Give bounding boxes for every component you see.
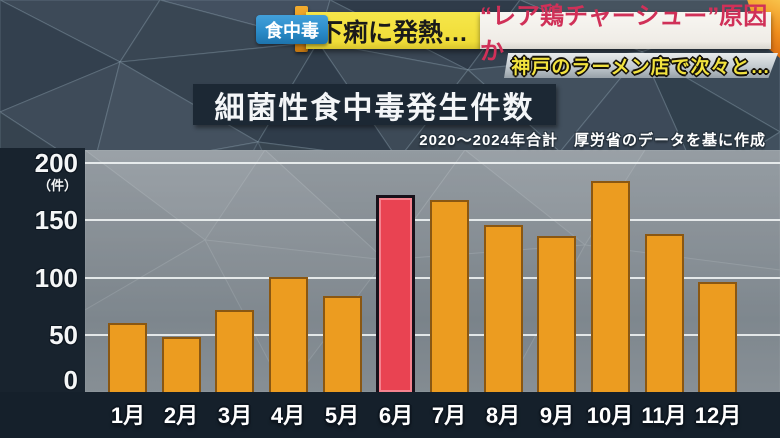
- headline-primary-text: 下痢に発熱…: [317, 18, 468, 47]
- y-tick-200: 200: [34, 148, 78, 178]
- chart-title: 細菌性食中毒発生件数: [193, 84, 556, 125]
- x-axis-panel: 1月 2月 3月 4月 5月 6月 7月 8月 9月 10月 11月 12月: [0, 392, 780, 438]
- y-axis-labels: 0 50 100 150 200 （件）: [0, 148, 81, 395]
- y-tick-0: 0: [63, 365, 78, 395]
- bar-8月: [484, 225, 523, 392]
- chart-title-text: 細菌性食中毒発生件数: [214, 91, 535, 125]
- y-axis-panel: [0, 148, 85, 438]
- plot-area: [85, 150, 780, 392]
- x-label-8月: 8月: [485, 403, 521, 428]
- headline-secondary: “レア鶏チャーシュー”原因か: [480, 3, 771, 65]
- x-label-9月: 9月: [539, 403, 575, 428]
- x-label-4月: 4月: [270, 403, 306, 428]
- headline-secondary-text: “レア鶏チャーシュー”原因か: [480, 2, 768, 65]
- x-label-12月: 12月: [694, 403, 742, 428]
- topic-badge: 食中毒: [256, 15, 328, 44]
- y-tick-50: 50: [49, 319, 78, 350]
- bar-12月: [698, 282, 737, 392]
- x-label-11月: 11月: [641, 403, 687, 428]
- bar-6月: [376, 195, 415, 392]
- gridline-200: [85, 162, 780, 164]
- bar-1月: [108, 323, 147, 392]
- bar-9月: [537, 236, 576, 392]
- x-label-5月: 5月: [324, 403, 360, 428]
- x-label-2月: 2月: [163, 403, 199, 428]
- sub-banner-text: 神戸のラーメン店で次々と…: [511, 57, 771, 78]
- bar-3月: [215, 310, 254, 392]
- bar-5月: [323, 296, 362, 392]
- x-label-6月: 6月: [378, 403, 414, 428]
- bar-7月: [430, 200, 469, 392]
- y-tick-150: 150: [34, 205, 78, 236]
- x-label-3月: 3月: [217, 403, 253, 428]
- topic-badge-text: 食中毒: [265, 20, 319, 41]
- bar-4月: [269, 277, 308, 392]
- x-label-1月: 1月: [110, 403, 146, 428]
- chart-source-note: 2020〜2024年合計 厚労省のデータを基に作成: [419, 132, 766, 149]
- headline-primary: 下痢に発熱…: [306, 12, 480, 49]
- bar-11月: [645, 234, 684, 392]
- bar-10月: [591, 181, 630, 392]
- y-tick-100: 100: [34, 262, 78, 293]
- sub-banner: 神戸のラーメン店で次々と…: [504, 53, 778, 78]
- x-label-10月: 10月: [586, 403, 634, 428]
- y-axis-unit-label: （件）: [37, 178, 77, 193]
- bar-2月: [162, 337, 201, 392]
- x-label-7月: 7月: [431, 403, 467, 428]
